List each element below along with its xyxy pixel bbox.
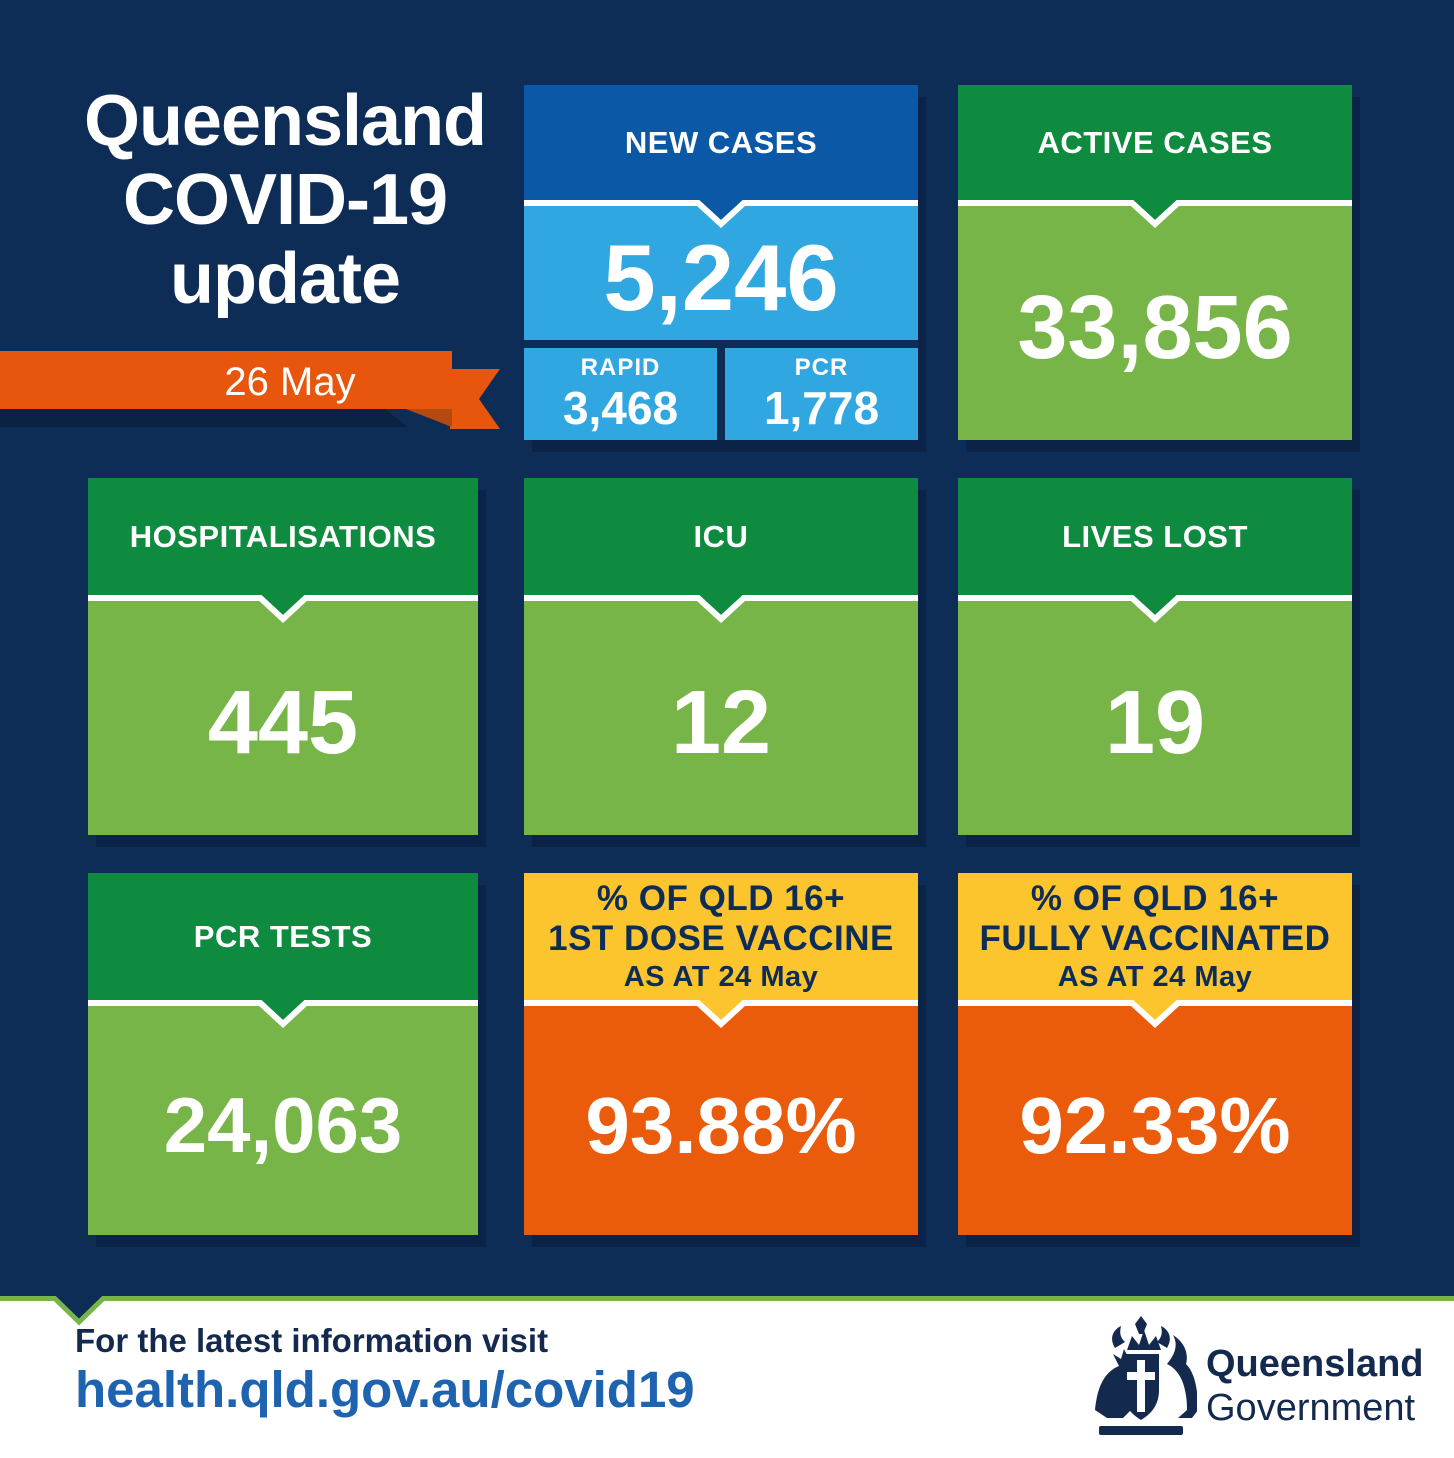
card-icu: ICU 12 bbox=[524, 478, 918, 835]
chevron-divider bbox=[524, 595, 918, 623]
card-first-dose-vaccine: % OF QLD 16+ 1ST DOSE VACCINE AS AT 24 M… bbox=[524, 873, 918, 1235]
card-fully-vaccinated-body: 92.33% bbox=[958, 1028, 1352, 1235]
card-new-cases-title: NEW CASES bbox=[524, 85, 918, 200]
fully-vaccinated-title-line2: FULLY VACCINATED bbox=[979, 918, 1331, 958]
chevron-divider bbox=[88, 595, 478, 623]
card-first-dose-title: % OF QLD 16+ 1ST DOSE VACCINE AS AT 24 M… bbox=[524, 873, 918, 1000]
first-dose-title-line2: 1ST DOSE VACCINE bbox=[548, 918, 894, 958]
card-icu-title: ICU bbox=[524, 478, 918, 595]
card-hospitalisations-title: HOSPITALISATIONS bbox=[88, 478, 478, 595]
fully-vaccinated-title-line1: % OF QLD 16+ bbox=[1030, 878, 1280, 918]
fully-vaccinated-value: 92.33% bbox=[1019, 1080, 1291, 1170]
first-dose-title-line1: % OF QLD 16+ bbox=[596, 878, 846, 918]
card-hospitalisations-body: 445 bbox=[88, 623, 478, 835]
rapid-value: 3,468 bbox=[562, 382, 679, 434]
card-first-dose-body: 93.88% bbox=[524, 1028, 918, 1235]
title-line-covid19: COVID-19 bbox=[122, 160, 448, 240]
rapid-label: RAPID bbox=[580, 354, 661, 381]
card-pcr-tests-body: 24,063 bbox=[88, 1028, 478, 1235]
new-cases-breakdown: RAPID 3,468 PCR 1,778 bbox=[524, 348, 918, 440]
chevron-divider bbox=[958, 1000, 1352, 1028]
card-new-cases: NEW CASES 5,246 RAPID 3,468 PCR 1,778 bbox=[524, 85, 918, 440]
chevron-divider bbox=[524, 200, 918, 228]
date-ribbon-shape bbox=[0, 351, 500, 429]
queensland-government-wordmark: Queensland Government bbox=[1206, 1342, 1424, 1430]
card-pcr-tests-title: PCR TESTS bbox=[88, 873, 478, 1000]
card-icu-body: 12 bbox=[524, 623, 918, 835]
card-active-cases: ACTIVE CASES 33,856 bbox=[958, 85, 1352, 440]
chevron-divider bbox=[958, 595, 1352, 623]
title-line-queensland: Queensland bbox=[83, 81, 487, 161]
pcr-value: 1,778 bbox=[763, 382, 880, 434]
icu-value: 12 bbox=[670, 672, 772, 773]
fully-vaccinated-title-line3: AS AT 24 May bbox=[1057, 960, 1253, 993]
chevron-divider bbox=[88, 1000, 478, 1028]
title-line-update: update bbox=[169, 239, 401, 319]
page-title: Queensland COVID-19 update bbox=[30, 82, 540, 319]
footer-health-link[interactable]: health.qld.gov.au/covid19 bbox=[75, 1361, 695, 1418]
logo-line-government: Government bbox=[1206, 1387, 1416, 1429]
card-fully-vaccinated-title: % OF QLD 16+ FULLY VACCINATED AS AT 24 M… bbox=[958, 873, 1352, 1000]
card-hospitalisations: HOSPITALISATIONS 445 bbox=[88, 478, 478, 835]
active-cases-value: 33,856 bbox=[1017, 277, 1293, 378]
date-ribbon-label: 26 May bbox=[224, 360, 356, 404]
card-lives-lost-body: 19 bbox=[958, 623, 1352, 835]
card-pcr-tests: PCR TESTS 24,063 bbox=[88, 873, 478, 1235]
card-new-cases-body: 5,246 bbox=[524, 225, 918, 340]
lives-lost-value: 19 bbox=[1104, 672, 1206, 773]
pcr-cases-box: PCR 1,778 bbox=[725, 348, 918, 440]
footer-info-text: For the latest information visit bbox=[75, 1322, 549, 1359]
first-dose-title-line3: AS AT 24 May bbox=[623, 960, 819, 993]
rapid-tests-box: RAPID 3,468 bbox=[524, 348, 717, 440]
hospitalisations-value: 445 bbox=[207, 672, 359, 773]
first-dose-value: 93.88% bbox=[585, 1080, 857, 1170]
card-lives-lost-title: LIVES LOST bbox=[958, 478, 1352, 595]
new-cases-value: 5,246 bbox=[603, 225, 839, 330]
chevron-divider bbox=[958, 200, 1352, 228]
footer-green-divider bbox=[0, 1296, 1454, 1326]
card-lives-lost: LIVES LOST 19 bbox=[958, 478, 1352, 835]
pcr-label: PCR bbox=[794, 354, 849, 381]
pcr-tests-value: 24,063 bbox=[163, 1081, 403, 1169]
card-fully-vaccinated: % OF QLD 16+ FULLY VACCINATED AS AT 24 M… bbox=[958, 873, 1352, 1235]
card-active-cases-body: 33,856 bbox=[958, 228, 1352, 440]
chevron-divider bbox=[524, 1000, 918, 1028]
card-active-cases-title: ACTIVE CASES bbox=[958, 85, 1352, 200]
logo-line-queensland: Queensland bbox=[1206, 1343, 1424, 1385]
queensland-coat-of-arms bbox=[1095, 1316, 1197, 1435]
